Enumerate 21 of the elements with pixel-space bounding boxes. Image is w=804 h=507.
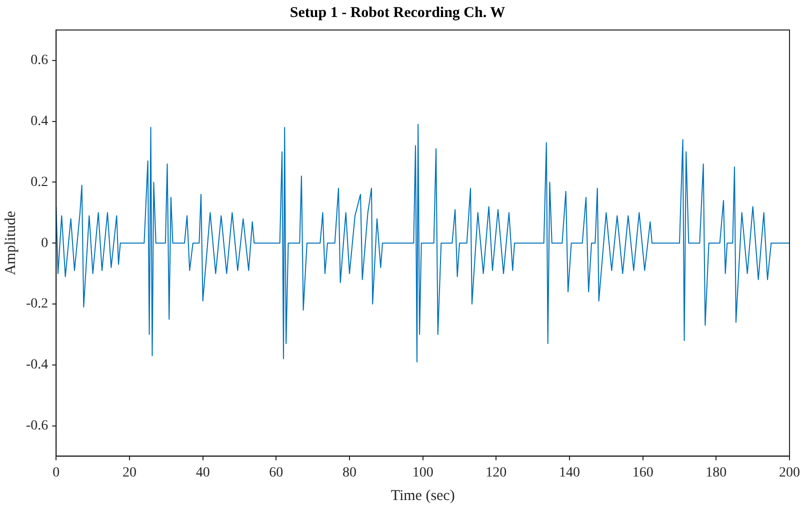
x-tick-label: 160	[632, 465, 654, 480]
y-tick-label: 0.4	[30, 114, 48, 129]
x-tick-label: 140	[559, 465, 580, 480]
y-tick-label: -0.6	[26, 418, 48, 434]
x-tick-label: 80	[342, 465, 356, 480]
x-tick-label: 200	[779, 465, 800, 480]
y-axis-title: Amplitude	[2, 210, 19, 276]
x-tick-label: 60	[269, 465, 284, 480]
y-tick-label: -0.4	[26, 358, 48, 373]
x-tick-label: 20	[122, 465, 136, 480]
y-tick-label: 0.2	[30, 174, 48, 190]
y-tick-label: 0	[41, 236, 48, 251]
y-tick-label: 0.6	[30, 53, 48, 68]
chart-title: Setup 1 - Robot Recording Ch. W	[290, 4, 506, 21]
x-tick-label: 180	[706, 465, 727, 480]
x-tick-label: 40	[196, 465, 210, 480]
x-tick-label: 120	[486, 465, 507, 480]
x-axis-title: Time (sec)	[390, 488, 455, 504]
x-tick-label: 100	[412, 465, 434, 480]
x-tick-label: 0	[52, 465, 60, 480]
y-tick-label: -0.2	[26, 296, 48, 312]
